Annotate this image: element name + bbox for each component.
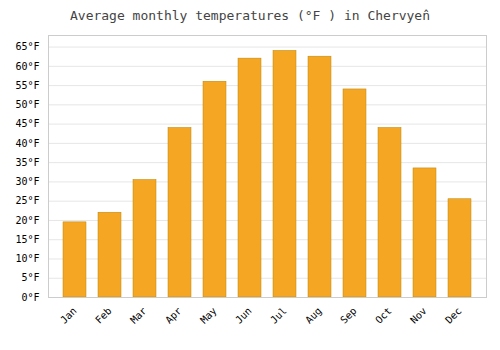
svg-text:20°F: 20°F: [15, 215, 39, 226]
svg-text:30°F: 30°F: [15, 176, 39, 187]
svg-text:Oct: Oct: [373, 305, 394, 326]
svg-text:Mar: Mar: [128, 305, 149, 326]
svg-text:45°F: 45°F: [15, 118, 39, 129]
html-text:Average monthly temperatures (: Average monthly temperatures (°F ) in Ch…: [70, 8, 430, 23]
svg-text:Feb: Feb: [93, 305, 114, 326]
svg-text:Nov: Nov: [408, 305, 429, 326]
svg-text:Apr: Apr: [163, 305, 184, 326]
svg-text:65°F: 65°F: [15, 41, 39, 52]
svg-text:50°F: 50°F: [15, 99, 39, 110]
svg-text:Jul: Jul: [268, 305, 289, 326]
svg-text:Sep: Sep: [338, 305, 359, 326]
svg-text:25°F: 25°F: [15, 195, 39, 206]
svg-text:15°F: 15°F: [15, 234, 39, 245]
svg-text:40°F: 40°F: [15, 138, 39, 149]
svg-text:5°F: 5°F: [21, 272, 39, 283]
svg-text:0°F: 0°F: [21, 292, 39, 303]
svg-text:55°F: 55°F: [15, 80, 39, 91]
svg-text:Aug: Aug: [303, 305, 324, 326]
svg-text:Jan: Jan: [58, 305, 79, 326]
svg-text:May: May: [198, 305, 219, 326]
svg-text:35°F: 35°F: [15, 157, 39, 168]
svg-text:60°F: 60°F: [15, 61, 39, 72]
svg-text:10°F: 10°F: [15, 253, 39, 264]
svg-text:Dec: Dec: [443, 305, 464, 326]
svg-text:Jun: Jun: [233, 305, 254, 326]
